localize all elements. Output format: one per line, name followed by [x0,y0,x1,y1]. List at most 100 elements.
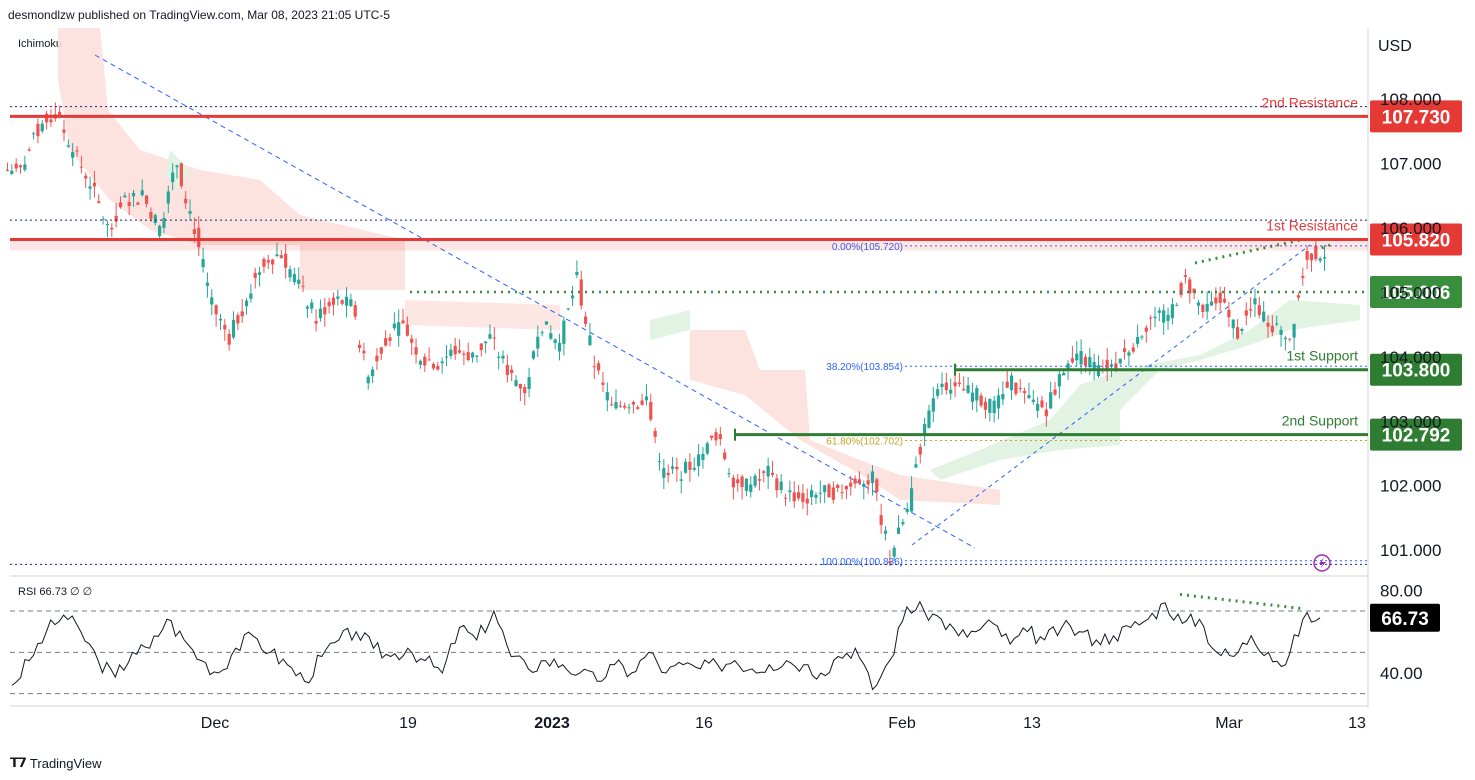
candle-body [323,307,327,315]
candle-body [184,198,188,204]
candle-body [1201,304,1205,312]
candle-body [1083,356,1088,366]
fibonacci-levels: 0.00%(105.720) 38.20%(103.854) 61.80%(102.… [821,242,1368,568]
candle-body [340,300,344,304]
candle-body [723,452,727,460]
candle-body [592,366,596,368]
price-tag-text: 102.792 [1382,426,1451,447]
candle-body [1018,387,1022,389]
candle-body [288,269,292,278]
candle-body [414,347,418,355]
candle-body [153,215,157,224]
candle-body [940,383,944,388]
resistance-zone [10,239,1368,251]
candle-body [466,352,470,361]
candle-body [384,338,388,346]
candle-body [1231,319,1235,329]
candle-body [79,166,83,168]
candle-body [697,454,701,467]
price-tag-102.792 [1370,418,1462,451]
ichimoku-indicator-label[interactable]: Ichimoku [18,38,62,50]
candle-body [1275,323,1279,325]
fib-level-label: 100.00%(100.836) [821,557,903,568]
candle-body [353,305,357,317]
candle-body [1166,314,1170,321]
candle-body [492,337,496,339]
rsi-divergence-line [1179,592,1306,611]
candle-body [1036,403,1040,411]
candle-body [909,488,914,512]
candle-body [379,347,383,354]
cloud-bearish [405,300,560,330]
price-tag-105.006 [1370,275,1462,308]
candle-body [1075,353,1079,361]
candle-body [944,382,948,391]
price-tick-label: 107.000 [1380,154,1441,173]
price-axis[interactable]: 101.000 102.000 103.000 104.000 105.000 106.0… [1380,90,1441,560]
candle-body [497,356,501,358]
lightning-icon[interactable] [1313,554,1331,572]
currency-label: USD [1378,38,1412,55]
candle-body [892,547,896,557]
rsi-tick-label: 80.00 [1380,581,1423,600]
candle-body [366,376,370,384]
rsi-indicator-label[interactable]: RSI 66.73 ∅ ∅ [18,586,92,598]
candle-body [210,297,214,305]
level-name: 1st Resistance [1266,217,1358,233]
publisher-header: desmondlzw published on TradingView.com,… [8,8,390,22]
candle-body [818,492,822,494]
candle-body [1188,279,1192,294]
footer-brand: 𝗧𝟳 TradingView [10,755,101,771]
candle-body [1270,325,1274,333]
price-tag-105.820 [1370,223,1462,256]
candle-body [1140,336,1144,338]
descending-trendline [94,54,976,549]
candle-body [562,320,566,344]
candle-body [166,191,170,204]
candle-body [1305,251,1309,260]
candle-body [618,405,622,407]
candle-body [1253,298,1257,305]
candle-body [1044,409,1048,417]
candle-body [792,492,796,502]
candle-body [783,497,788,499]
candle-body [1288,338,1292,340]
time-tick-label: 16 [695,715,713,732]
candle-body [257,272,262,275]
candle-body [679,479,683,481]
candle-body [123,195,127,198]
candle-body [836,484,840,489]
candle-body [518,383,522,389]
candle-body [284,253,288,268]
candle-body [144,195,149,204]
level-name: 1st Support [1286,348,1358,364]
price-tick-label: 108.000 [1380,90,1441,109]
candle-body [36,123,40,137]
rsi-value-tag-text: 66.73 [1381,609,1429,630]
candle-body [1062,372,1066,376]
candle-body [371,369,375,377]
candle-body [1170,304,1174,319]
candle-body [983,401,988,410]
candle-body [566,308,570,310]
candle-body [127,202,131,207]
candle-body [1088,357,1092,368]
candle-body [927,410,931,428]
candle-body [701,453,705,460]
candle-body [449,349,453,356]
rsi-tick-label: 40.00 [1380,664,1423,683]
candle-body [362,350,366,354]
candle-body [718,434,722,439]
price-tag-text: 105.006 [1382,283,1451,304]
price-tick-label: 103.000 [1380,412,1441,431]
candle-body [188,211,192,214]
candle-body [1031,399,1035,402]
candle-body [236,315,240,324]
candle-body [45,113,49,123]
candle-body [423,356,427,366]
time-axis[interactable]: Dec 19 2023 16 Feb 13 Mar 13 [201,715,1366,732]
candle-body [97,201,101,204]
candle-body [1009,375,1014,391]
candle-body [218,318,223,321]
